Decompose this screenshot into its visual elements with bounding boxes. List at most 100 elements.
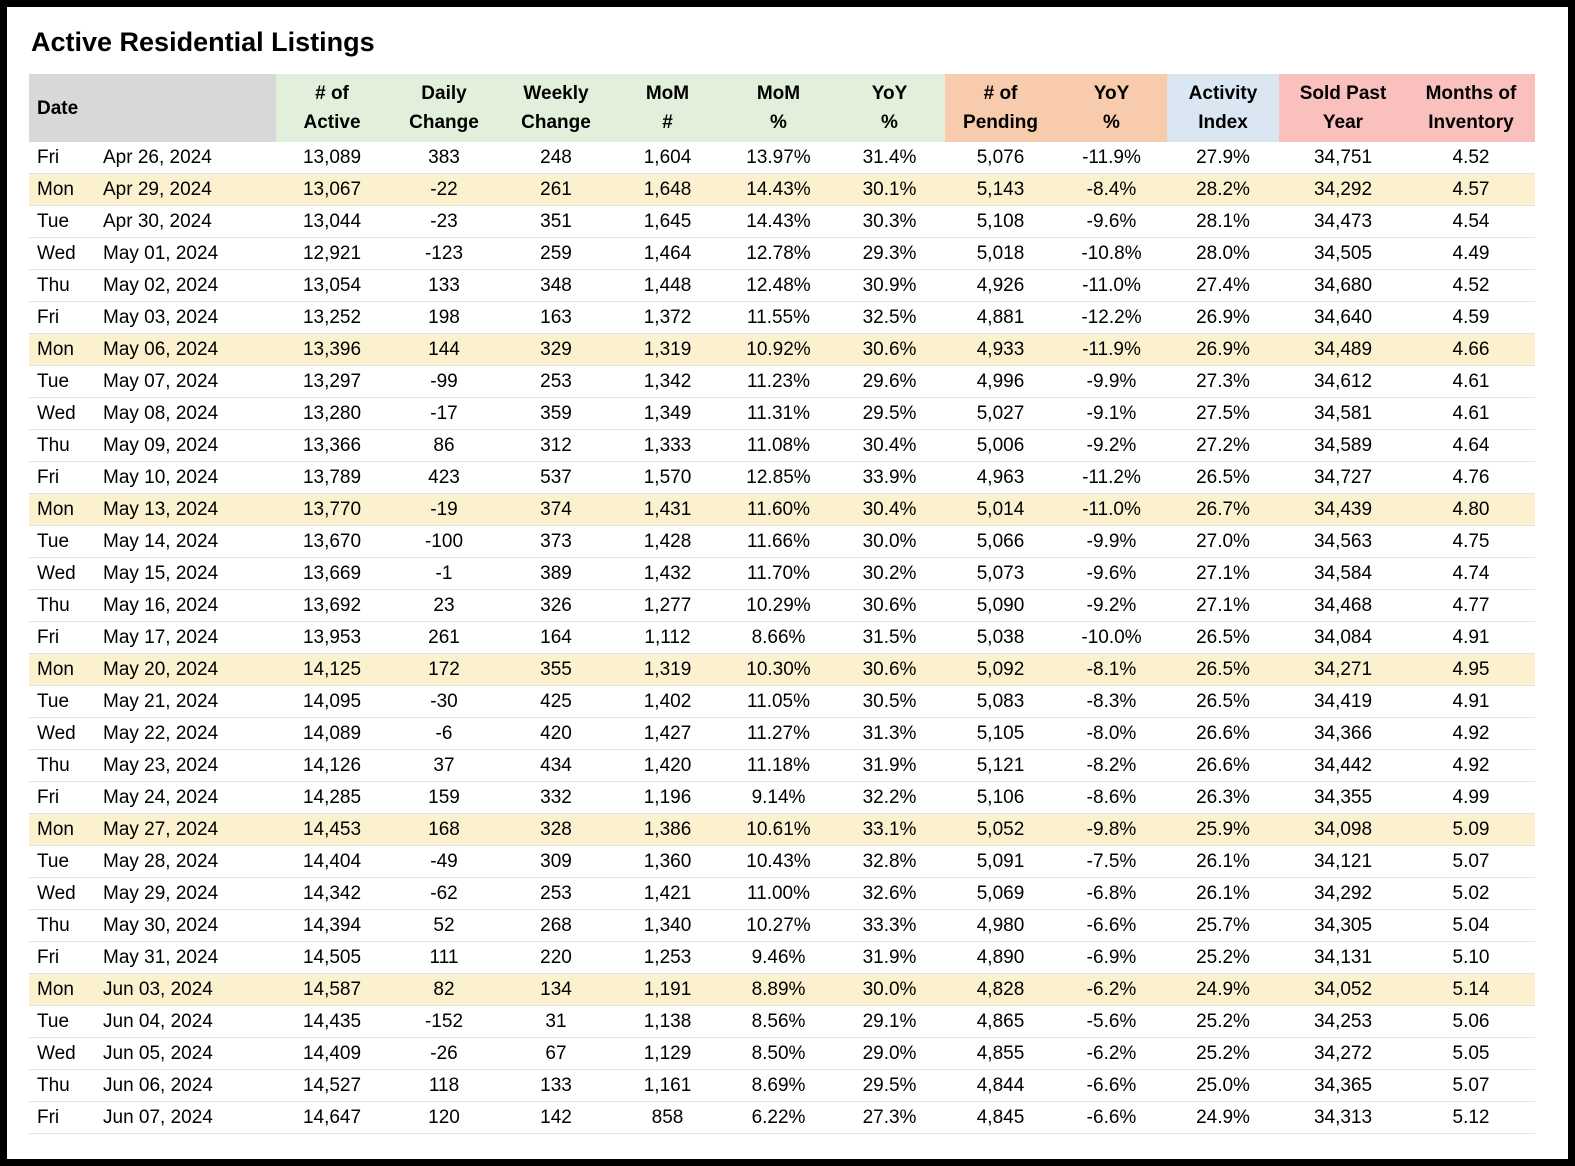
- cell-pending[interactable]: 4,996: [976, 370, 1025, 392]
- cell-date[interactable]: May 28, 2024: [103, 850, 219, 872]
- cell-weekly[interactable]: 253: [540, 882, 572, 904]
- col-header-date[interactable]: Date: [29, 74, 276, 142]
- cell-activity[interactable]: 28.1%: [1196, 210, 1250, 232]
- cell-months[interactable]: 5.06: [1452, 1010, 1490, 1032]
- cell-weekly[interactable]: 268: [540, 914, 572, 936]
- cell-yoy-pct[interactable]: 32.5%: [862, 306, 917, 328]
- cell-day[interactable]: Wed: [37, 722, 76, 744]
- cell-day[interactable]: Mon: [37, 498, 74, 520]
- cell-pending-yoy[interactable]: -6.9%: [1086, 946, 1137, 968]
- cell-day[interactable]: Thu: [37, 754, 70, 776]
- cell-pending-yoy[interactable]: -9.9%: [1086, 530, 1137, 552]
- cell-active[interactable]: 12,921: [302, 242, 362, 264]
- cell-mom-num[interactable]: 1,420: [643, 754, 692, 776]
- cell-mom-num[interactable]: 1,191: [643, 978, 692, 1000]
- cell-pending-yoy[interactable]: -9.6%: [1086, 562, 1137, 584]
- cell-pending[interactable]: 5,014: [976, 498, 1025, 520]
- cell-sold[interactable]: 34,131: [1313, 946, 1373, 968]
- cell-daily[interactable]: -1: [435, 562, 453, 584]
- cell-mom-pct[interactable]: 10.92%: [746, 338, 811, 360]
- cell-date[interactable]: May 17, 2024: [103, 626, 219, 648]
- col-header-months[interactable]: Months of Inventory: [1407, 74, 1535, 142]
- cell-day[interactable]: Wed: [37, 242, 76, 264]
- cell-weekly[interactable]: 253: [540, 370, 572, 392]
- cell-weekly[interactable]: 312: [540, 434, 572, 456]
- cell-months[interactable]: 4.74: [1452, 562, 1490, 584]
- cell-yoy-pct[interactable]: 32.8%: [862, 850, 917, 872]
- cell-date[interactable]: May 10, 2024: [103, 466, 219, 488]
- cell-weekly[interactable]: 359: [540, 402, 572, 424]
- cell-sold[interactable]: 34,253: [1313, 1010, 1373, 1032]
- cell-yoy-pct[interactable]: 30.5%: [862, 690, 917, 712]
- cell-activity[interactable]: 25.0%: [1196, 1074, 1250, 1096]
- cell-pending[interactable]: 5,091: [976, 850, 1025, 872]
- cell-weekly[interactable]: 434: [540, 754, 572, 776]
- cell-pending-yoy[interactable]: -5.6%: [1086, 1010, 1137, 1032]
- cell-yoy-pct[interactable]: 32.2%: [862, 786, 917, 808]
- cell-activity[interactable]: 25.7%: [1196, 914, 1250, 936]
- cell-date[interactable]: May 30, 2024: [103, 914, 219, 936]
- cell-pending[interactable]: 5,090: [976, 594, 1025, 616]
- cell-sold[interactable]: 34,468: [1313, 594, 1373, 616]
- cell-yoy-pct[interactable]: 30.4%: [862, 498, 917, 520]
- cell-weekly[interactable]: 164: [540, 626, 572, 648]
- cell-date[interactable]: Apr 30, 2024: [103, 210, 212, 232]
- cell-mom-pct[interactable]: 11.08%: [746, 434, 811, 456]
- cell-activity[interactable]: 26.6%: [1196, 754, 1250, 776]
- cell-active[interactable]: 13,396: [302, 338, 362, 360]
- cell-mom-pct[interactable]: 11.66%: [746, 530, 811, 552]
- cell-active[interactable]: 13,670: [302, 530, 362, 552]
- cell-sold[interactable]: 34,727: [1313, 466, 1373, 488]
- cell-day[interactable]: Wed: [37, 402, 76, 424]
- cell-daily[interactable]: 144: [428, 338, 460, 360]
- cell-mom-pct[interactable]: 12.85%: [746, 466, 811, 488]
- cell-yoy-pct[interactable]: 31.9%: [862, 754, 917, 776]
- cell-mom-pct[interactable]: 11.23%: [746, 370, 811, 392]
- cell-mom-pct[interactable]: 11.27%: [746, 722, 811, 744]
- cell-activity[interactable]: 25.2%: [1196, 946, 1250, 968]
- cell-mom-pct[interactable]: 8.56%: [751, 1010, 806, 1032]
- cell-active[interactable]: 13,280: [302, 402, 362, 424]
- cell-mom-num[interactable]: 1,570: [643, 466, 692, 488]
- cell-mom-pct[interactable]: 6.22%: [751, 1106, 806, 1128]
- cell-yoy-pct[interactable]: 30.2%: [862, 562, 917, 584]
- cell-weekly[interactable]: 67: [545, 1042, 567, 1064]
- cell-pending-yoy[interactable]: -7.5%: [1086, 850, 1137, 872]
- cell-activity[interactable]: 25.9%: [1196, 818, 1250, 840]
- cell-day[interactable]: Tue: [37, 210, 70, 232]
- cell-months[interactable]: 5.14: [1452, 978, 1490, 1000]
- cell-date[interactable]: Apr 29, 2024: [103, 178, 212, 200]
- cell-pending[interactable]: 5,092: [976, 658, 1025, 680]
- cell-daily[interactable]: -49: [430, 850, 458, 872]
- cell-months[interactable]: 4.64: [1452, 434, 1490, 456]
- cell-pending[interactable]: 4,963: [976, 466, 1025, 488]
- cell-yoy-pct[interactable]: 31.9%: [862, 946, 917, 968]
- cell-activity[interactable]: 26.5%: [1196, 690, 1250, 712]
- cell-pending[interactable]: 4,828: [976, 978, 1025, 1000]
- cell-active[interactable]: 14,505: [302, 946, 362, 968]
- cell-daily[interactable]: 118: [428, 1074, 460, 1096]
- cell-mom-num[interactable]: 1,196: [643, 786, 692, 808]
- cell-sold[interactable]: 34,439: [1313, 498, 1373, 520]
- cell-activity[interactable]: 27.4%: [1196, 274, 1250, 296]
- cell-weekly[interactable]: 163: [540, 306, 572, 328]
- col-header-mom-num[interactable]: MoM #: [612, 74, 723, 142]
- cell-sold[interactable]: 34,365: [1313, 1074, 1373, 1096]
- cell-date[interactable]: May 29, 2024: [103, 882, 219, 904]
- cell-pending-yoy[interactable]: -8.2%: [1086, 754, 1137, 776]
- cell-months[interactable]: 4.91: [1452, 626, 1490, 648]
- cell-mom-num[interactable]: 1,464: [643, 242, 692, 264]
- cell-pending-yoy[interactable]: -9.1%: [1086, 402, 1137, 424]
- cell-active[interactable]: 13,692: [302, 594, 362, 616]
- cell-weekly[interactable]: 332: [540, 786, 572, 808]
- cell-daily[interactable]: -6: [435, 722, 453, 744]
- cell-pending-yoy[interactable]: -11.9%: [1082, 338, 1141, 360]
- cell-date[interactable]: Jun 03, 2024: [103, 978, 213, 1000]
- cell-weekly[interactable]: 389: [540, 562, 572, 584]
- cell-mom-num[interactable]: 1,428: [643, 530, 692, 552]
- cell-yoy-pct[interactable]: 30.3%: [862, 210, 917, 232]
- cell-mom-pct[interactable]: 11.60%: [746, 498, 811, 520]
- col-header-daily[interactable]: Daily Change: [388, 74, 500, 142]
- cell-pending[interactable]: 5,018: [976, 242, 1025, 264]
- cell-pending-yoy[interactable]: -6.8%: [1086, 882, 1137, 904]
